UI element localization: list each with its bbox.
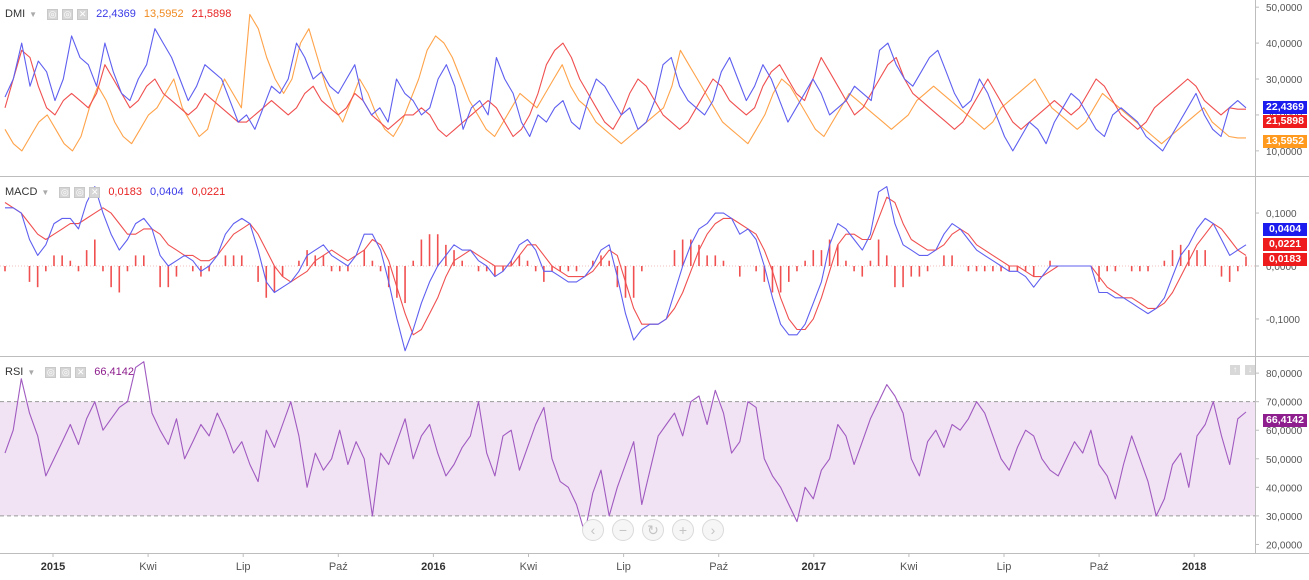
macd-value-line: 0,0404	[149, 186, 184, 198]
dmi-menu-icon[interactable]: ▼	[29, 9, 38, 19]
x-tick-label: Paź	[329, 561, 348, 573]
chevron-right-icon[interactable]: ›	[702, 519, 724, 541]
rsi-line	[4, 361, 1247, 534]
rsi-legend: RSI ▼ ◎ ◎ ✕ 66,4142	[5, 366, 134, 378]
macd-menu-icon[interactable]: ▼	[41, 187, 50, 197]
rsi-visibility-icon[interactable]: ◎	[60, 366, 72, 378]
macd-close-icon[interactable]: ✕	[89, 186, 101, 198]
rsi-value: 66,4142	[94, 366, 135, 378]
x-tick-label: 2015	[41, 561, 65, 573]
rsi-tick-label: 20,0000	[1266, 540, 1303, 551]
macd-badge-histogram: 0,0183	[1263, 253, 1307, 266]
x-tick-label: Paź	[1090, 561, 1109, 573]
dmi-tick-label: 50,0000	[1266, 3, 1303, 14]
macd-tick-label: 0,0000	[1266, 262, 1297, 273]
macd-badge-line: 0,0404	[1263, 223, 1307, 236]
macd-tick-label: 0,1000	[1266, 209, 1297, 220]
dmi-value-blue: 22,4369	[96, 8, 136, 20]
x-tick-label: Lip	[236, 561, 251, 573]
dmi-plus-di-line	[4, 28, 1247, 152]
macd-tick-label: -0,1000	[1266, 315, 1300, 326]
dmi-badge-blue: 22,4369	[1263, 101, 1307, 114]
plus-icon[interactable]: +	[672, 519, 694, 541]
pane-down-icon[interactable]: ↓	[1245, 365, 1255, 375]
dmi-tick-label: 40,0000	[1266, 39, 1303, 50]
rsi-tick-label: 30,0000	[1266, 512, 1303, 523]
dmi-visibility-icon[interactable]: ◎	[62, 8, 74, 20]
x-tick-label: 2016	[421, 561, 445, 573]
rsi-menu-icon[interactable]: ▼	[27, 367, 36, 377]
dmi-minus-di-line	[4, 42, 1246, 138]
rsi-settings-icon[interactable]: ◎	[45, 366, 57, 378]
dmi-badge-red: 21,5898	[1263, 115, 1307, 128]
minus-icon[interactable]: −	[612, 519, 634, 541]
rsi-close-icon[interactable]: ✕	[75, 366, 87, 378]
macd-value-signal: 0,0221	[191, 186, 226, 198]
rsi-tick-label: 50,0000	[1266, 455, 1303, 466]
x-tick-label: 2017	[802, 561, 826, 573]
macd-signal-line	[4, 196, 1247, 336]
macd-badge-signal: 0,0221	[1263, 238, 1307, 251]
macd-value-histogram: 0,0183	[108, 186, 142, 198]
macd-legend: MACD ▼ ◎ ◎ ✕ 0,0183 0,0404 0,0221	[5, 186, 225, 198]
dmi-legend: DMI ▼ ◎ ◎ ✕ 22,4369 13,5952 21,5898	[5, 8, 231, 20]
rsi-tick-label: 40,0000	[1266, 483, 1303, 494]
x-tick-label: Paź	[709, 561, 728, 573]
x-tick-label: Kwi	[900, 561, 918, 573]
dmi-tick-label: 30,0000	[1266, 75, 1303, 86]
rsi-tick-label: 60,0000	[1266, 426, 1303, 437]
macd-visibility-icon[interactable]: ◎	[74, 186, 86, 198]
dmi-settings-icon[interactable]: ◎	[47, 8, 59, 20]
x-tick-label: Lip	[616, 561, 631, 573]
dmi-close-icon[interactable]: ✕	[77, 8, 89, 20]
dmi-value-red: 21,5898	[191, 8, 232, 20]
macd-title: MACD	[5, 186, 38, 198]
x-tick-label: Kwi	[139, 561, 157, 573]
dmi-tick-label: 10,0000	[1266, 147, 1303, 158]
dmi-value-orange: 13,5952	[143, 8, 184, 20]
dmi-badge-orange: 13,5952	[1263, 135, 1307, 148]
rsi-tick-label: 80,0000	[1266, 369, 1303, 380]
chevron-left-icon[interactable]: ‹	[582, 519, 604, 541]
reset-icon[interactable]: ↻	[642, 519, 664, 541]
pane-up-icon[interactable]: ↑	[1230, 365, 1240, 375]
x-tick-label: 2018	[1182, 561, 1206, 573]
rsi-badge: 66,4142	[1263, 414, 1307, 427]
dmi-adx-line	[4, 13, 1246, 152]
x-tick-label: Kwi	[520, 561, 538, 573]
rsi-tick-label: 70,0000	[1266, 398, 1303, 409]
macd-settings-icon[interactable]: ◎	[59, 186, 71, 198]
rsi-title: RSI	[5, 366, 24, 378]
dmi-title: DMI	[5, 8, 26, 20]
x-tick-label: Lip	[997, 561, 1012, 573]
macd-line	[5, 186, 1247, 352]
